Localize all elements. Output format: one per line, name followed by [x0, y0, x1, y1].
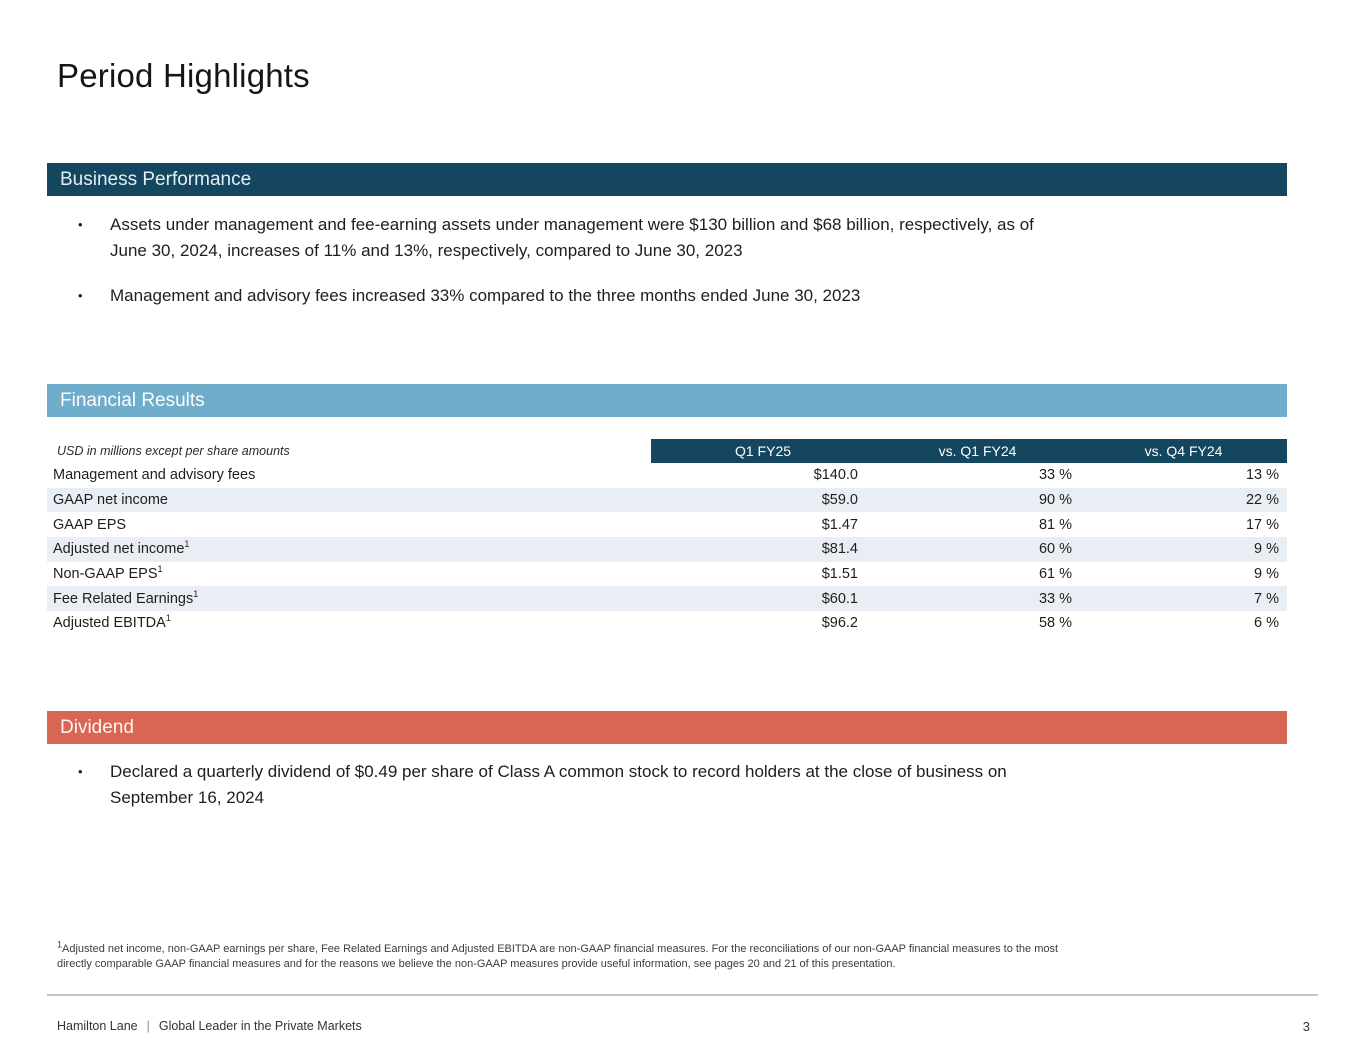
cell-vs-q4fy24: 13 % [1245, 467, 1279, 484]
section-heading-label: Financial Results [60, 389, 205, 411]
financial-results-table: Management and advisory fees $140.0 33 %… [47, 463, 1287, 636]
cell-vs-q1fy24: 33 % [1038, 467, 1072, 484]
bullet-icon: • [78, 217, 83, 232]
footer-brand: Hamilton Lane [57, 1019, 138, 1033]
cell-vs-q4fy24: 17 % [1245, 516, 1279, 533]
cell-q1fy25: $60.1 [821, 590, 858, 607]
cell-vs-q1fy24: 60 % [1038, 541, 1072, 558]
section-heading-label: Business Performance [60, 168, 252, 190]
footnote-ref: 1 [157, 564, 163, 575]
table-row: GAAP net income $59.0 90 % 22 % [47, 487, 1287, 513]
cell-q1fy25: $59.0 [821, 492, 858, 509]
cell-q1fy25: $1.47 [821, 516, 858, 533]
section-header-business-performance: Business Performance [47, 163, 1287, 196]
footer-tagline: Global Leader in the Private Markets [158, 1019, 362, 1033]
cell-q1fy25: $81.4 [821, 541, 858, 558]
footnote-ref: 1 [165, 613, 171, 624]
footnote-line: directly comparable GAAP financial measu… [57, 958, 896, 970]
footnote-ref: 1 [193, 588, 199, 599]
page-number: 3 [1302, 1019, 1310, 1034]
table-row: Management and advisory fees $140.0 33 %… [47, 463, 1287, 488]
cell-vs-q1fy24: 33 % [1038, 590, 1072, 607]
footnote: 1Adjusted net income, non-GAAP earnings … [57, 939, 1059, 972]
table-column-header: Q1 FY25 [734, 443, 792, 459]
row-label: Non-GAAP EPS [53, 566, 158, 583]
bullet-text-line: June 30, 2024, increases of 11% and 13%,… [110, 241, 743, 260]
cell-q1fy25: $96.2 [821, 615, 858, 632]
section-header-financial-results: Financial Results [47, 384, 1287, 417]
row-label: Adjusted net income [53, 541, 185, 558]
bullet-text-line: Assets under management and fee-earning … [110, 215, 1034, 234]
row-label: Adjusted EBITDA [53, 615, 166, 632]
page-title: Period Highlights [57, 57, 310, 94]
row-label: GAAP EPS [53, 516, 127, 533]
footer-divider [47, 994, 1318, 996]
table-row: GAAP EPS $1.47 81 % 17 % [47, 512, 1287, 537]
row-label: Fee Related Earnings [53, 590, 194, 607]
footer: Hamilton Lane | Global Leader in the Priva… [57, 1019, 362, 1033]
cell-vs-q4fy24: 9 % [1254, 541, 1279, 558]
section-heading-label: Dividend [60, 716, 134, 738]
bullet-item: • Assets under management and fee-earnin… [78, 212, 1034, 264]
table-column-header: vs. Q4 FY24 [1144, 443, 1223, 459]
footnote-ref: 1 [184, 539, 190, 550]
section-header-dividend: Dividend [47, 711, 1287, 744]
cell-vs-q1fy24: 81 % [1038, 516, 1072, 533]
bullet-text-line: September 16, 2024 [110, 788, 265, 807]
cell-vs-q4fy24: 22 % [1245, 492, 1279, 509]
bullet-text-line: Management and advisory fees increased 3… [110, 286, 861, 305]
bullet-item: • Declared a quarterly dividend of $0.49… [78, 759, 1007, 811]
table-row: Adjusted EBITDA1 $96.2 58 % 6 % [47, 611, 1287, 636]
table-header-row: Q1 FY25 vs. Q1 FY24 vs. Q4 FY24 [651, 439, 1287, 463]
cell-vs-q1fy24: 61 % [1038, 566, 1072, 583]
cell-q1fy25: $140.0 [813, 467, 858, 484]
table-units-note: USD in millions except per share amounts [57, 444, 290, 458]
footnote-marker: 1 [57, 939, 63, 950]
table-row: Non-GAAP EPS1 $1.51 61 % 9 % [47, 562, 1287, 587]
cell-vs-q4fy24: 7 % [1254, 590, 1279, 607]
cell-q1fy25: $1.51 [821, 566, 858, 583]
cell-vs-q4fy24: 6 % [1254, 615, 1279, 632]
bullet-icon: • [78, 764, 83, 779]
row-label: GAAP net income [53, 492, 168, 509]
bullet-text-line: Declared a quarterly dividend of $0.49 p… [110, 762, 1007, 781]
bullet-icon: • [78, 288, 83, 303]
row-label: Management and advisory fees [53, 467, 256, 484]
footnote-line: Adjusted net income, non-GAAP earnings p… [62, 943, 1059, 955]
table-row: Fee Related Earnings1 $60.1 33 % 7 % [47, 586, 1287, 612]
footer-separator: | [146, 1019, 150, 1033]
table-column-header: vs. Q1 FY24 [938, 443, 1017, 459]
cell-vs-q1fy24: 58 % [1038, 615, 1072, 632]
cell-vs-q4fy24: 9 % [1254, 566, 1279, 583]
bullet-item: • Management and advisory fees increased… [78, 283, 860, 309]
cell-vs-q1fy24: 90 % [1038, 492, 1072, 509]
table-row: Adjusted net income1 $81.4 60 % 9 % [47, 537, 1287, 562]
